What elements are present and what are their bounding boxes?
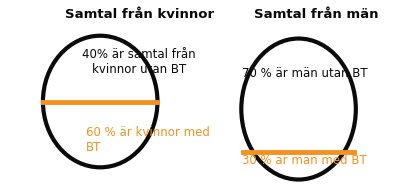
Text: Samtal från män: Samtal från män xyxy=(254,8,378,20)
Text: 30 % är män med BT: 30 % är män med BT xyxy=(242,154,367,167)
Text: 40% är samtal från
kvinnor utan BT: 40% är samtal från kvinnor utan BT xyxy=(82,48,196,76)
Text: Samtal från kvinnor: Samtal från kvinnor xyxy=(65,8,215,20)
Text: 70 % är män utan BT: 70 % är män utan BT xyxy=(242,67,368,80)
Text: 60 % är kvinnor med
BT: 60 % är kvinnor med BT xyxy=(86,126,210,154)
